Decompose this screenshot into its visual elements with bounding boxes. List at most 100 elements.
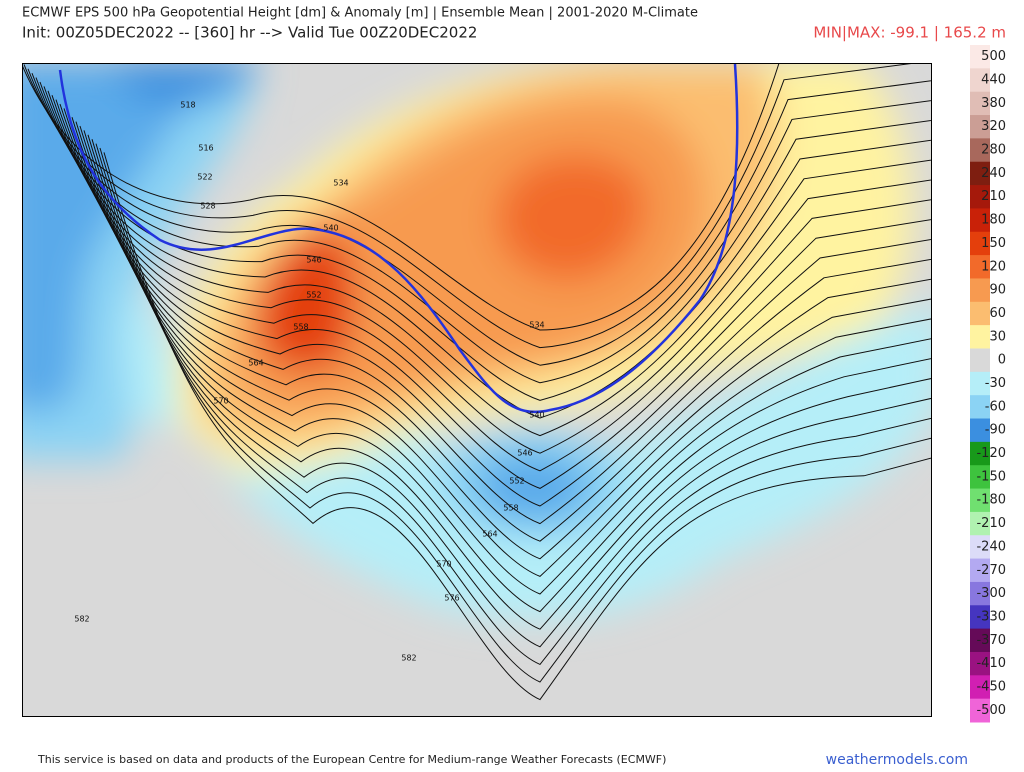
colorbar-label: 240 [981, 166, 1006, 181]
subtitle: Init: 00Z05DEC2022 -- [360] hr --> Valid… [22, 24, 477, 42]
colorbar-label: -240 [976, 539, 1006, 554]
colorbar-label: -210 [976, 516, 1006, 531]
contour-line [31, 73, 931, 384]
contour-label: 570 [213, 397, 228, 406]
colorbar-swatch [970, 208, 990, 233]
contour-line [23, 64, 912, 349]
colorbar-swatch [970, 558, 990, 583]
colorbar-swatch [970, 278, 990, 303]
colorbar-label: -270 [976, 563, 1006, 578]
contour-label: 518 [180, 101, 195, 110]
contour-label: 540 [529, 411, 544, 420]
colorbar-swatch [970, 138, 990, 163]
contour-label: 582 [401, 654, 416, 663]
colorbar-label: 500 [981, 49, 1006, 64]
colorbar-label: 380 [981, 96, 1006, 111]
contour-line [59, 103, 931, 507]
contour-line [83, 130, 931, 613]
colorbar-label: -330 [976, 609, 1006, 624]
colorbar-label: -500 [976, 703, 1006, 718]
site-link[interactable]: weathermodels.com [826, 752, 968, 768]
colorbar-label: -30 [985, 376, 1006, 391]
map: 518 516 522 528 534 540 546 552 558 564 570 534 540 5… [23, 64, 931, 716]
contour-label: 564 [248, 359, 263, 368]
colorbar-swatch [970, 325, 990, 349]
colorbar-label: -150 [976, 469, 1006, 484]
contour-line [91, 139, 931, 648]
contour-line [75, 121, 931, 577]
colorbar-label: 180 [981, 213, 1006, 228]
colorbar-swatch [970, 371, 990, 396]
contour-label: 558 [503, 504, 518, 513]
contour-label: 552 [306, 291, 321, 300]
colorbar-swatch [970, 441, 990, 466]
colorbar-swatch [970, 45, 990, 69]
contour-label: 534 [333, 179, 348, 188]
colorbar-label: 440 [981, 73, 1006, 88]
colorbar-label: 320 [981, 119, 1006, 134]
colorbar-swatch [970, 651, 990, 676]
map-frame [22, 63, 932, 717]
colorbar-swatch [970, 301, 990, 326]
contour-label: 534 [529, 321, 544, 330]
colorbar-swatch [970, 675, 990, 700]
contour-line [55, 99, 931, 489]
colorbar-label: -90 [985, 423, 1006, 438]
colorbar-swatch [970, 231, 990, 256]
contour-line [103, 152, 931, 701]
contour-line [23, 64, 780, 331]
footer-note: This service is based on data and produc… [37, 753, 666, 766]
contour-label: 570 [436, 560, 451, 569]
zero-anomaly-line [58, 64, 739, 414]
colorbar-label: 150 [981, 236, 1006, 251]
contour-line [47, 90, 931, 454]
colorbar-label: 0 [998, 353, 1006, 368]
contour-line [63, 108, 931, 525]
contour-labels: 518 516 522 528 534 540 546 552 558 564 570 534 540 5… [74, 101, 544, 663]
contours [23, 64, 931, 701]
colorbar-label: 30 [989, 329, 1006, 344]
colorbar-swatch [970, 395, 990, 420]
contour-line [43, 86, 931, 437]
colorbar-label: 120 [981, 259, 1006, 274]
contour-line [71, 117, 931, 560]
contour-label: 564 [482, 530, 497, 539]
contour-label: 552 [509, 477, 524, 486]
contour-line [51, 95, 931, 472]
colorbar-swatch [970, 488, 990, 513]
contour-label: 528 [200, 202, 215, 211]
contour-line [27, 68, 931, 366]
colorbar-label: -60 [985, 399, 1006, 414]
colorbar-swatch [970, 418, 990, 443]
contour-label: 576 [444, 594, 459, 603]
contour-line [79, 125, 931, 595]
contour-label: 522 [197, 173, 212, 182]
colorbar-swatch [970, 465, 990, 490]
contour-label: 582 [74, 615, 89, 624]
colorbar-swatch [970, 348, 990, 373]
colorbar-label: 210 [981, 189, 1006, 204]
minmax: MIN|MAX: -99.1 | 165.2 m [813, 24, 1006, 42]
contour-label: 546 [306, 256, 321, 265]
colorbar-swatch [970, 535, 990, 560]
colorbar-label: -180 [976, 493, 1006, 508]
colorbar-swatch [970, 161, 990, 186]
contour-line [95, 143, 931, 666]
colorbar-swatch [970, 91, 990, 116]
colorbar-label: 280 [981, 143, 1006, 158]
contour-line [99, 147, 931, 683]
colorbar-swatch [970, 581, 990, 606]
colorbar-label: -410 [976, 656, 1006, 671]
colorbar-swatch [970, 185, 990, 209]
colorbar-swatch [970, 115, 990, 139]
colorbar-swatch [970, 605, 990, 630]
contour-label: 540 [323, 224, 338, 233]
contour-line [67, 112, 931, 542]
colorbar-label: 90 [989, 283, 1006, 298]
colorbar-swatch [970, 698, 990, 723]
colorbar-swatch [970, 628, 990, 653]
contour-label: 546 [517, 449, 532, 458]
colorbar-label: -450 [976, 679, 1006, 694]
title: ECMWF EPS 500 hPa Geopotential Height [d… [22, 6, 698, 21]
